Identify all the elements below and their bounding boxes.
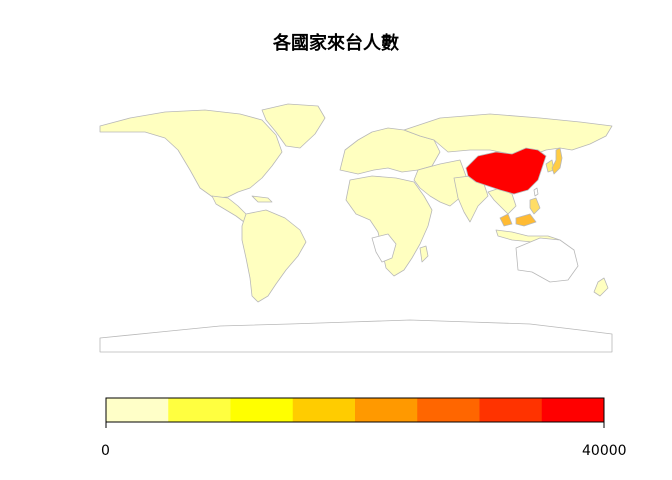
middle-east-land xyxy=(413,159,467,207)
greenland-land xyxy=(261,103,326,149)
map-title: 各國家來台人數 xyxy=(273,33,399,54)
malaysia-region xyxy=(499,213,537,227)
legend-swatch xyxy=(292,398,356,422)
japan-region xyxy=(551,147,563,175)
australia-land xyxy=(515,237,579,283)
caribbean-land xyxy=(251,195,273,203)
legend-max-label: 40000 xyxy=(582,443,627,459)
china-region xyxy=(465,147,547,195)
south-america-land xyxy=(241,209,307,303)
africa-no-data-region xyxy=(371,233,397,263)
legend-swatch xyxy=(541,398,605,422)
north-america-land xyxy=(99,109,283,199)
philippines-region xyxy=(529,197,541,215)
madagascar-land xyxy=(419,245,429,263)
legend-swatch xyxy=(230,398,294,422)
legend-min-label: 0 xyxy=(101,443,110,459)
africa-land xyxy=(345,175,433,277)
legend-swatch xyxy=(417,398,480,422)
color-legend xyxy=(105,397,605,428)
new-zealand-land xyxy=(593,277,609,297)
legend-swatch xyxy=(168,398,231,422)
europe-land xyxy=(339,127,441,175)
taiwan-land xyxy=(533,187,539,197)
legend-swatch xyxy=(355,398,418,422)
antarctica-land xyxy=(99,319,613,353)
legend-swatch xyxy=(479,398,543,422)
legend-frame xyxy=(105,397,605,423)
legend-swatch xyxy=(106,398,169,422)
